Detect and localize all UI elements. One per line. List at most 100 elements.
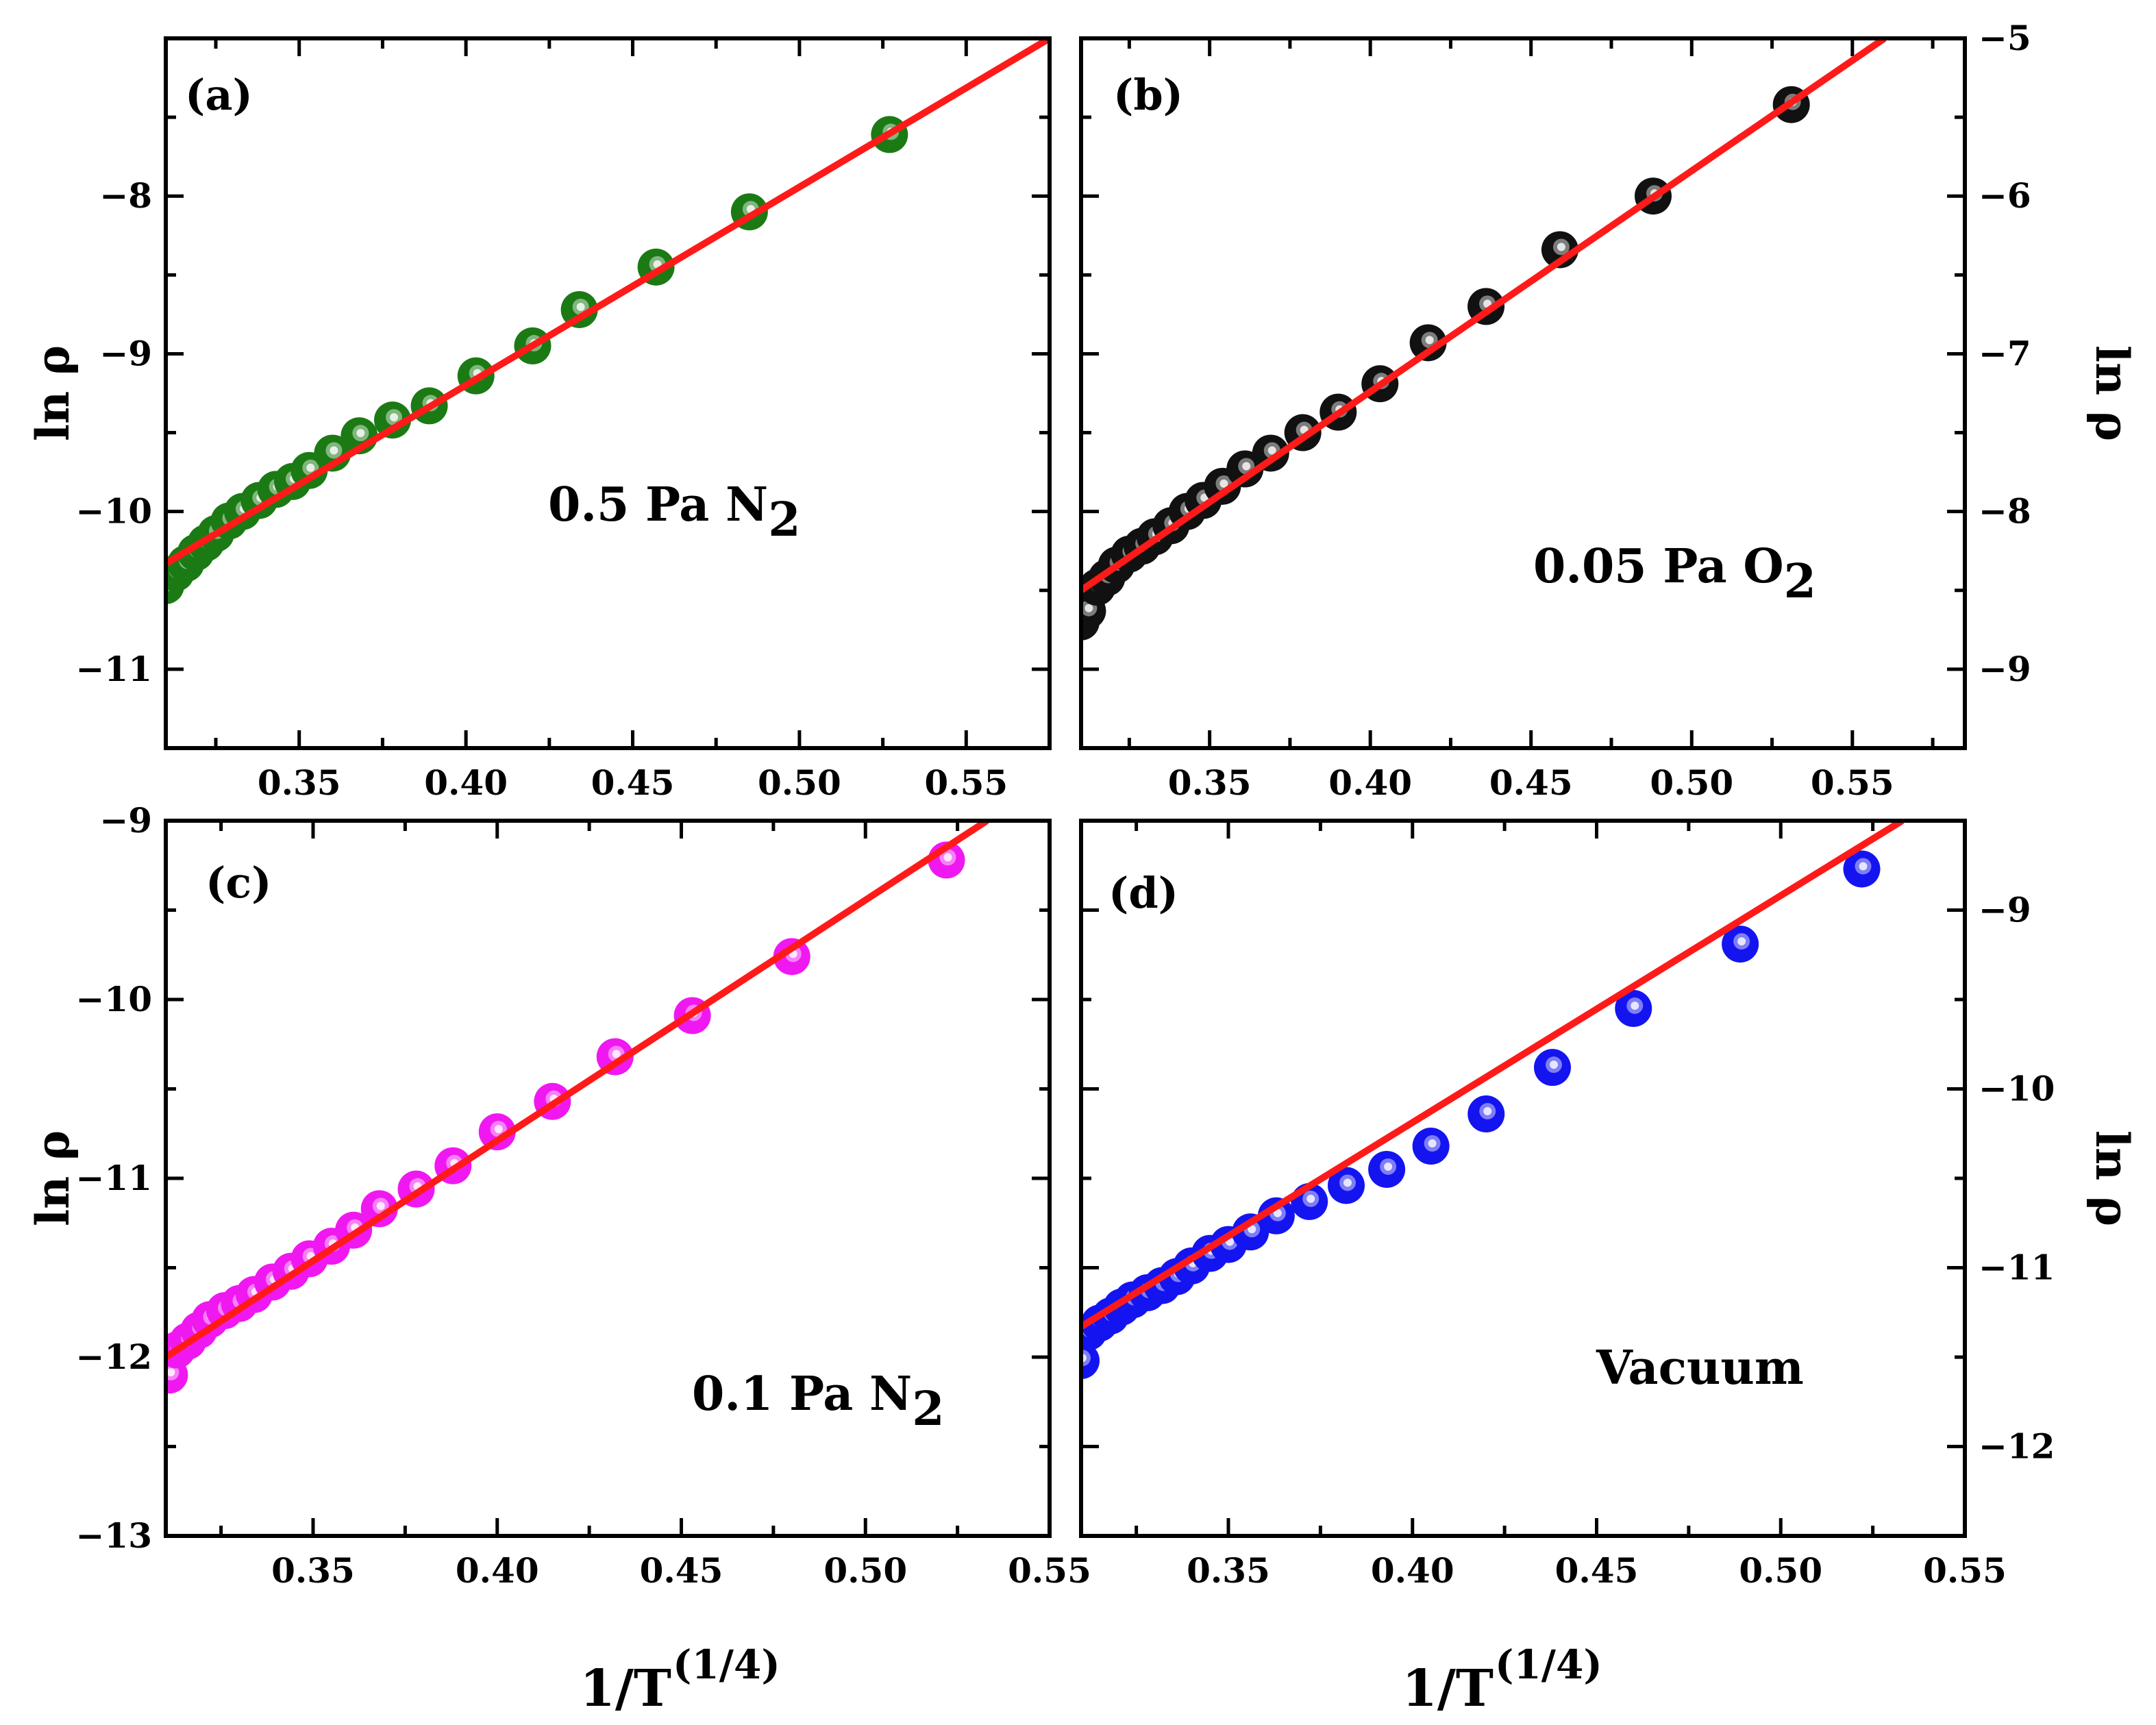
- y-tick-label: −10: [76, 979, 152, 1019]
- data-point-core: [376, 1202, 385, 1211]
- x-tick-label: 0.35: [271, 1550, 355, 1591]
- y-tick-label: −13: [76, 1515, 152, 1556]
- data-point-core: [1557, 243, 1565, 251]
- plot-area: [1081, 821, 1905, 1380]
- y-tick-label: −10: [76, 491, 152, 532]
- x-tick-label: 0.50: [758, 762, 841, 803]
- y-axis-label: ln ρ: [26, 345, 79, 441]
- x-tick-label: 0.35: [1187, 1550, 1270, 1591]
- plot-frame: [164, 36, 1052, 750]
- data-point-core: [943, 853, 952, 862]
- data-point-core: [356, 429, 365, 438]
- x-tick-label: 0.50: [1650, 762, 1733, 803]
- fit-line: [166, 38, 1050, 567]
- x-axis-label-left-superscript: (1/4): [673, 1641, 780, 1688]
- panel-label: (d): [1108, 868, 1178, 918]
- panel-b: 0.35 0.40 0.45 0.50 0.55 −5 −6 −7 −8 −9 (b) 0.05 Pa…: [1079, 18, 2139, 803]
- y-tick-label: −5: [1979, 18, 2031, 58]
- y-tick-label: −12: [76, 1337, 152, 1377]
- data-point-core: [1384, 1162, 1393, 1171]
- x-axis-label-right: 1/T: [1402, 1659, 1494, 1718]
- data-point-core: [1425, 336, 1434, 345]
- data-point-core: [330, 446, 338, 455]
- y-axis-label: ln ρ: [2085, 345, 2139, 441]
- data-point-core: [1085, 604, 1093, 612]
- x-tick-label: 0.50: [1739, 1550, 1822, 1591]
- data-point-core: [1428, 1139, 1437, 1148]
- plot-frame: [164, 819, 1052, 1538]
- x-axis-label-left: 1/T: [580, 1659, 671, 1718]
- panel-a: 0.35 0.40 0.45 0.50 0.55 −8 −9 −10 −11 (a) 0.5 Pa …: [26, 36, 1052, 803]
- y-axis-label: ln ρ: [2085, 1130, 2139, 1226]
- plot-area: [166, 38, 1050, 604]
- data-point-core: [1273, 1208, 1282, 1217]
- y-tick-label: −11: [1979, 1248, 2055, 1288]
- panel-label: (b): [1113, 70, 1183, 120]
- x-tick-label: 0.40: [1371, 1550, 1454, 1591]
- y-tick-label: −9: [99, 800, 152, 841]
- condition-annotation: 0.05 Pa O2: [1533, 539, 1816, 609]
- data-point-core: [306, 463, 315, 472]
- y-tick-label: −8: [1979, 491, 2031, 532]
- data-point-core: [576, 302, 585, 311]
- y-axis-label: ln ρ: [26, 1130, 79, 1226]
- plot-frame: [1079, 36, 1967, 750]
- condition-annotation-subscript: 2: [1784, 554, 1816, 609]
- y-tick-label: −11: [76, 649, 152, 689]
- data-point-core: [166, 1368, 175, 1377]
- x-tick-label: 0.40: [456, 1550, 539, 1591]
- panels: 0.35 0.40 0.45 0.50 0.55 −8 −9 −10 −11 (a) 0.5 Pa …: [26, 18, 2139, 1591]
- x-tick-label: 0.50: [823, 1550, 907, 1591]
- y-tick-label: −8: [99, 175, 152, 216]
- data-point-core: [390, 413, 399, 422]
- x-tick-label: 0.40: [1328, 762, 1412, 803]
- condition-annotation-subscript: 2: [768, 493, 800, 547]
- data-point-core: [1242, 462, 1251, 471]
- y-tick-label: −10: [1979, 1069, 2055, 1109]
- y-tick-label: −9: [1979, 649, 2031, 689]
- data-point-core: [1737, 937, 1746, 946]
- data-point-core: [1267, 446, 1276, 455]
- data-point-core: [1248, 1225, 1256, 1234]
- plot-frame: [1079, 819, 1967, 1538]
- panel-label: (c): [206, 858, 271, 908]
- plot-area: [1081, 38, 1887, 641]
- y-tick-label: −12: [1979, 1426, 2055, 1467]
- data-point-core: [494, 1125, 503, 1134]
- x-tick-label: 0.55: [1923, 1550, 2007, 1591]
- data-point-core: [1483, 1107, 1492, 1116]
- y-tick-label: −9: [99, 333, 152, 373]
- condition-annotation: 0.5 Pa N2: [548, 477, 801, 547]
- data-point-core: [1219, 479, 1228, 488]
- y-tick-label: −9: [1979, 890, 2031, 930]
- data-point-core: [612, 1050, 621, 1058]
- x-tick-label: 0.35: [258, 762, 341, 803]
- data-point-core: [1343, 1178, 1352, 1187]
- y-tick-label: −7: [1979, 333, 2031, 373]
- y-tick-label: −6: [1979, 175, 2031, 216]
- x-tick-label: 0.55: [1811, 762, 1894, 803]
- x-tick-label: 0.45: [591, 762, 675, 803]
- panel-c: 0.35 0.40 0.45 0.50 0.55 −9 −10 −11 −12 −13 (c) 0.1…: [26, 800, 1091, 1591]
- x-tick-label: 0.55: [1008, 1550, 1091, 1591]
- fit-line: [1081, 38, 1887, 593]
- x-axis-label-right-superscript: (1/4): [1495, 1641, 1602, 1688]
- condition-annotation-subscript: 2: [912, 1382, 944, 1437]
- y-tick-label: −11: [76, 1158, 152, 1198]
- x-tick-label: 0.45: [640, 1550, 723, 1591]
- condition-annotation: 0.1 Pa N2: [692, 1367, 945, 1437]
- plot-area: [166, 821, 989, 1394]
- fit-line: [166, 821, 989, 1361]
- x-tick-label: 0.45: [1489, 762, 1573, 803]
- data-point-core: [1859, 862, 1868, 871]
- x-tick-label: 0.45: [1555, 1550, 1639, 1591]
- data-point-core: [1550, 1060, 1558, 1069]
- panel-label: (a): [185, 70, 253, 120]
- x-tick-label: 0.35: [1168, 762, 1252, 803]
- condition-annotation: Vacuum: [1596, 1341, 1804, 1395]
- data-point: [1081, 1342, 1100, 1380]
- panel-d: 0.35 0.40 0.45 0.50 0.55 −9 −10 −11 −12 (d) Vacuum…: [1079, 819, 2139, 1591]
- x-tick-label: 0.55: [924, 762, 1008, 803]
- data-point-core: [1631, 1002, 1639, 1010]
